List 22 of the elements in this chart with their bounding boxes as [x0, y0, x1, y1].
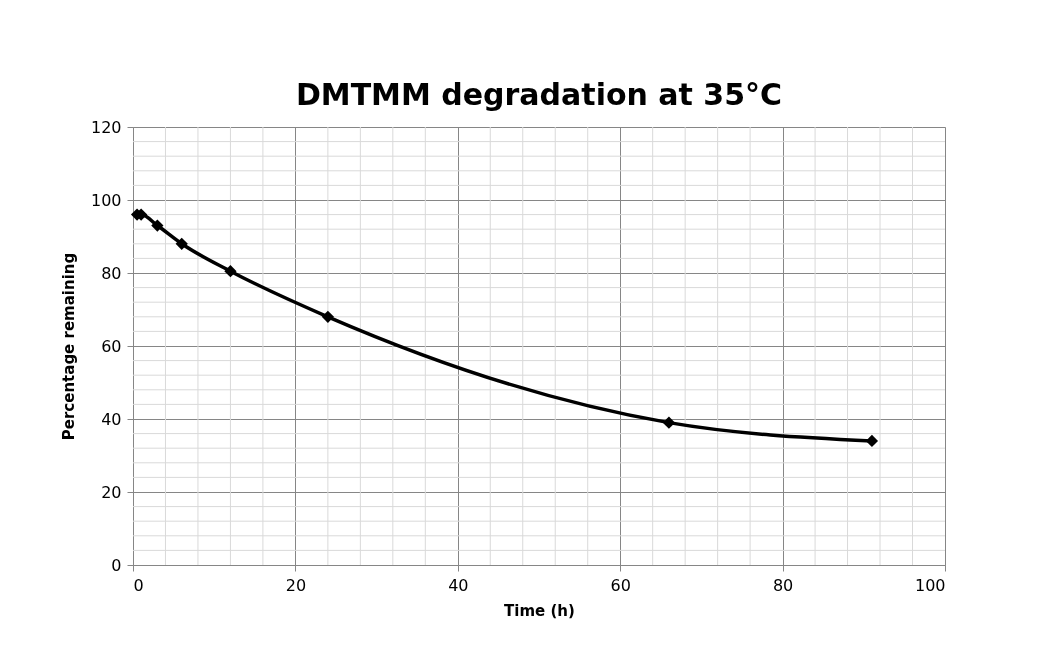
x-tick-label: 80 — [772, 575, 794, 595]
point — [662, 416, 676, 429]
x-tick-label: 100 — [914, 575, 946, 595]
y-tick-label: 40 — [101, 409, 122, 429]
point — [321, 310, 334, 323]
point — [175, 237, 188, 250]
point — [151, 219, 164, 232]
x-tick-label: 20 — [285, 575, 307, 595]
y-tick-label: 20 — [101, 482, 122, 502]
y-tick-label: 100 — [90, 190, 122, 210]
point — [224, 265, 237, 278]
x-tick-label: 40 — [448, 575, 469, 595]
x-axis-title: Time (h) — [504, 601, 575, 620]
y-axis-title: Percentage remaining — [59, 252, 78, 441]
chart-title: DMTMM degradation at 35°C — [295, 77, 783, 112]
y-tick-label: 120 — [90, 117, 122, 137]
x-tick-label: 0 — [133, 575, 144, 595]
point — [865, 434, 879, 448]
y-tick-label: 80 — [101, 263, 122, 283]
y-tick-label: 0 — [111, 555, 122, 575]
x-tick-label: 60 — [610, 575, 631, 595]
y-tick-label: 60 — [101, 336, 122, 356]
